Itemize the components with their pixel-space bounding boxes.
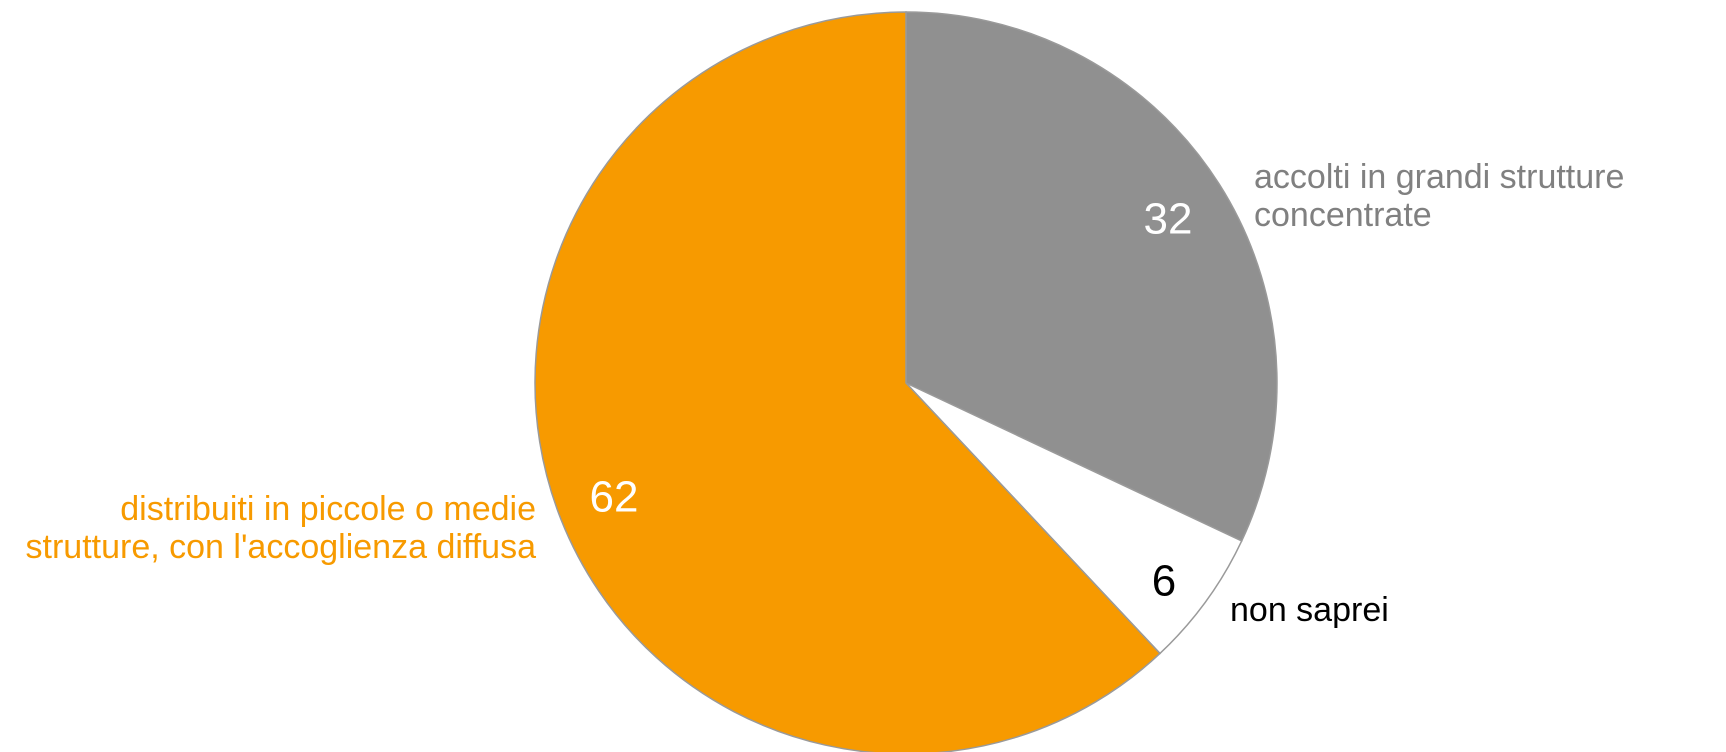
slice-label: distribuiti in piccole o medie strutture… — [25, 490, 536, 566]
pie-slice — [905, 382, 1243, 655]
slice-label: accolti in grandi strutture concentrate — [1254, 158, 1625, 234]
value-label: 6 — [1152, 557, 1176, 606]
pie-slice — [534, 11, 1162, 752]
value-label: 32 — [1144, 195, 1193, 244]
pie-slice — [905, 11, 1278, 542]
value-label: 62 — [590, 473, 639, 522]
slice-label: non saprei — [1230, 591, 1389, 629]
